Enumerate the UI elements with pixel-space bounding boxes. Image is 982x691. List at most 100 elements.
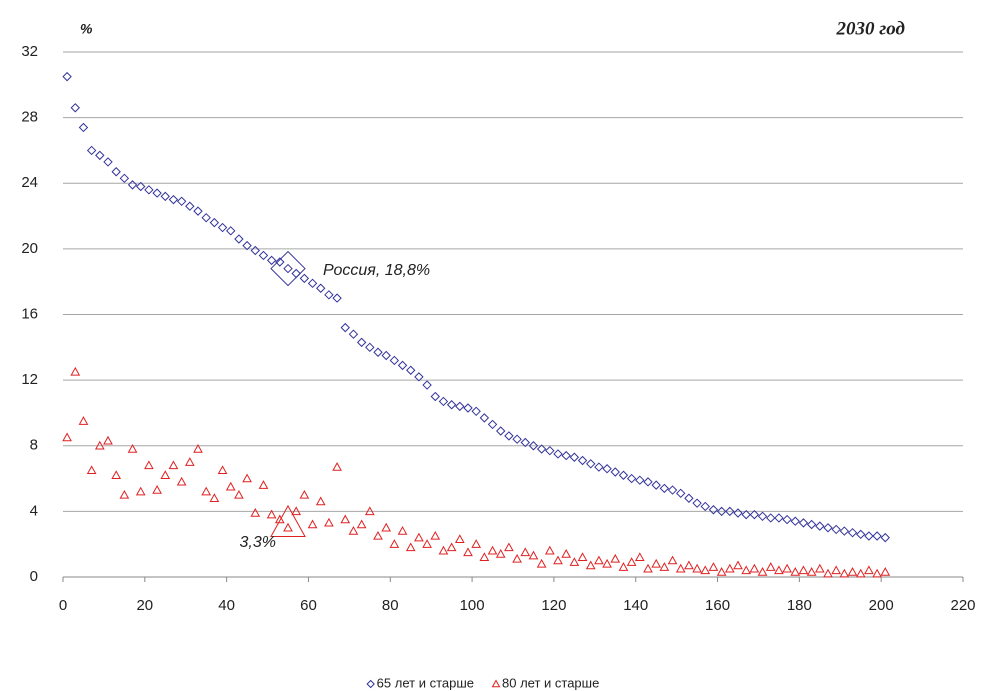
point [111, 470, 122, 479]
x-tick-label: 220 [950, 597, 975, 614]
point [78, 122, 89, 133]
point [479, 552, 490, 562]
point [86, 145, 97, 156]
x-tick-label: 180 [787, 597, 812, 614]
point [594, 462, 604, 472]
point [626, 557, 637, 566]
point [741, 509, 751, 520]
point [765, 562, 776, 571]
point [127, 444, 138, 453]
point [176, 196, 187, 207]
y-axis-label: % [80, 21, 93, 37]
point [643, 477, 653, 487]
point [365, 342, 375, 353]
point [274, 514, 285, 524]
point [168, 194, 179, 205]
point [242, 473, 252, 483]
point [144, 185, 154, 195]
point [676, 488, 686, 499]
point [610, 467, 620, 477]
x-tick-label: 160 [705, 597, 730, 614]
point [78, 416, 89, 425]
point [528, 441, 539, 451]
point [479, 413, 490, 423]
chart-title: 2030 год [836, 18, 905, 39]
point [201, 212, 211, 223]
point [757, 511, 768, 522]
point [831, 524, 841, 535]
point [504, 431, 514, 441]
point [160, 191, 170, 202]
point [356, 519, 367, 529]
point [536, 558, 547, 568]
point [847, 567, 858, 576]
x-tick-label: 100 [460, 597, 485, 614]
point [708, 505, 719, 515]
y-tick-label: 0 [30, 568, 38, 585]
point [62, 432, 72, 442]
point [62, 71, 72, 82]
point [864, 531, 874, 541]
point [708, 562, 719, 571]
point [545, 445, 555, 456]
point [716, 567, 727, 576]
point [872, 568, 882, 578]
point [463, 403, 473, 413]
point [594, 555, 604, 565]
point [184, 457, 195, 466]
point [716, 506, 727, 517]
point [880, 532, 890, 543]
x-tick-label: 40 [218, 597, 235, 614]
point [422, 539, 432, 548]
point [307, 278, 318, 289]
point [373, 530, 383, 540]
point [487, 419, 498, 430]
point [814, 563, 825, 573]
point [856, 529, 866, 540]
point [119, 173, 130, 184]
point [749, 563, 760, 573]
y-tick-label: 28 [21, 109, 38, 126]
point [168, 460, 179, 470]
point [348, 526, 359, 535]
point [193, 206, 203, 216]
point [586, 459, 596, 469]
point [381, 350, 391, 361]
point [806, 519, 817, 530]
point [315, 496, 326, 506]
point [880, 567, 891, 576]
point [725, 506, 735, 517]
point [520, 437, 530, 448]
point [512, 434, 522, 444]
point [496, 426, 506, 436]
point [111, 167, 121, 177]
point [160, 470, 171, 479]
point [504, 542, 514, 552]
point [569, 452, 580, 462]
point [675, 563, 686, 573]
point [152, 485, 162, 494]
point [95, 150, 105, 161]
point [307, 519, 318, 529]
point [291, 268, 301, 279]
x-tick-label: 0 [59, 597, 67, 614]
y-tick-label: 20 [21, 240, 38, 257]
highlight-marker [270, 504, 306, 537]
point [414, 532, 424, 542]
point [185, 201, 195, 211]
point [536, 444, 547, 454]
legend-label: 80 лет и старше [502, 675, 599, 690]
y-tick-label: 16 [21, 305, 38, 322]
point [234, 489, 244, 499]
point [487, 545, 498, 555]
point [86, 465, 97, 475]
point [471, 539, 482, 548]
point [553, 555, 563, 565]
legend-marker [491, 679, 501, 688]
annotation: 3,3% [240, 534, 276, 551]
highlight-marker [270, 250, 306, 287]
point [438, 545, 449, 555]
x-tick-label: 200 [869, 597, 894, 614]
point [144, 460, 154, 470]
point [520, 547, 531, 557]
